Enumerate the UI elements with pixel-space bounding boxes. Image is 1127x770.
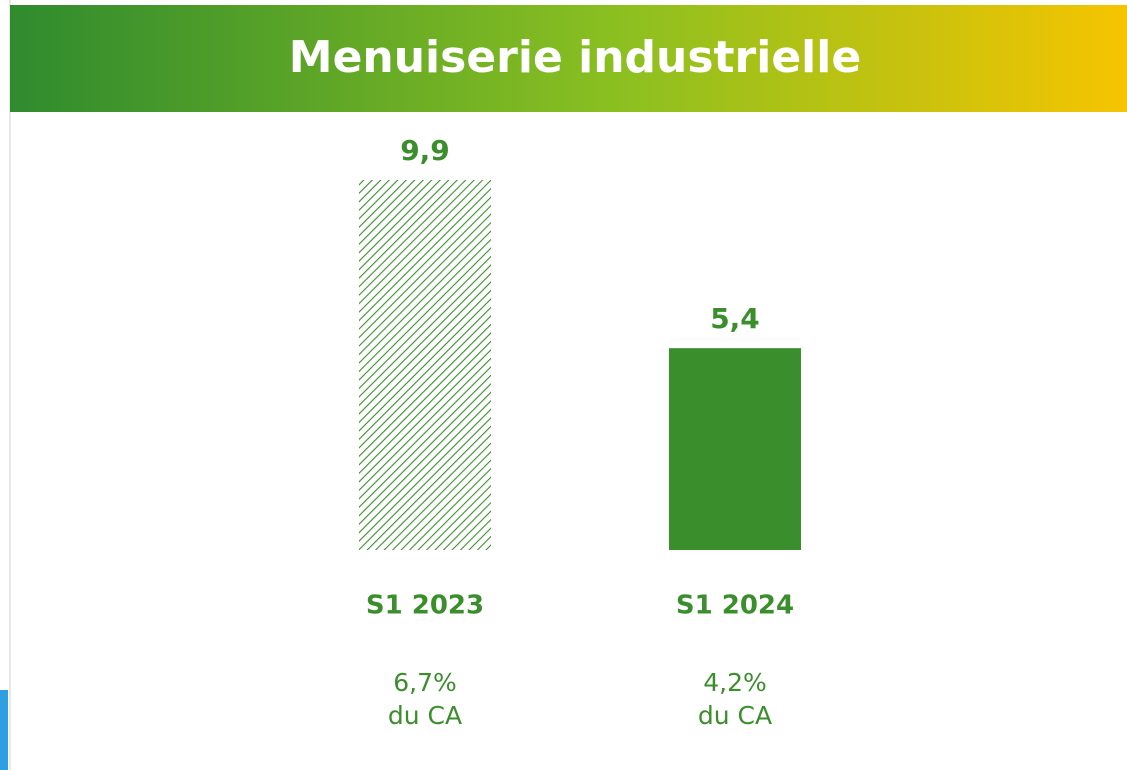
side-accent <box>0 690 8 770</box>
category-label: S1 2023 <box>366 591 484 621</box>
bar <box>669 348 801 550</box>
bar <box>359 180 491 550</box>
category-label: S1 2024 <box>676 591 794 621</box>
value-label: 5,4 <box>710 302 760 335</box>
header-banner <box>10 5 1127 112</box>
annotation: du CA <box>388 701 462 730</box>
annotation: 4,2% <box>703 668 767 697</box>
chart-title: Menuiserie industrielle <box>289 32 861 83</box>
annotation: 6,7% <box>393 668 457 697</box>
annotation: du CA <box>698 701 772 730</box>
value-label: 9,9 <box>400 134 450 167</box>
